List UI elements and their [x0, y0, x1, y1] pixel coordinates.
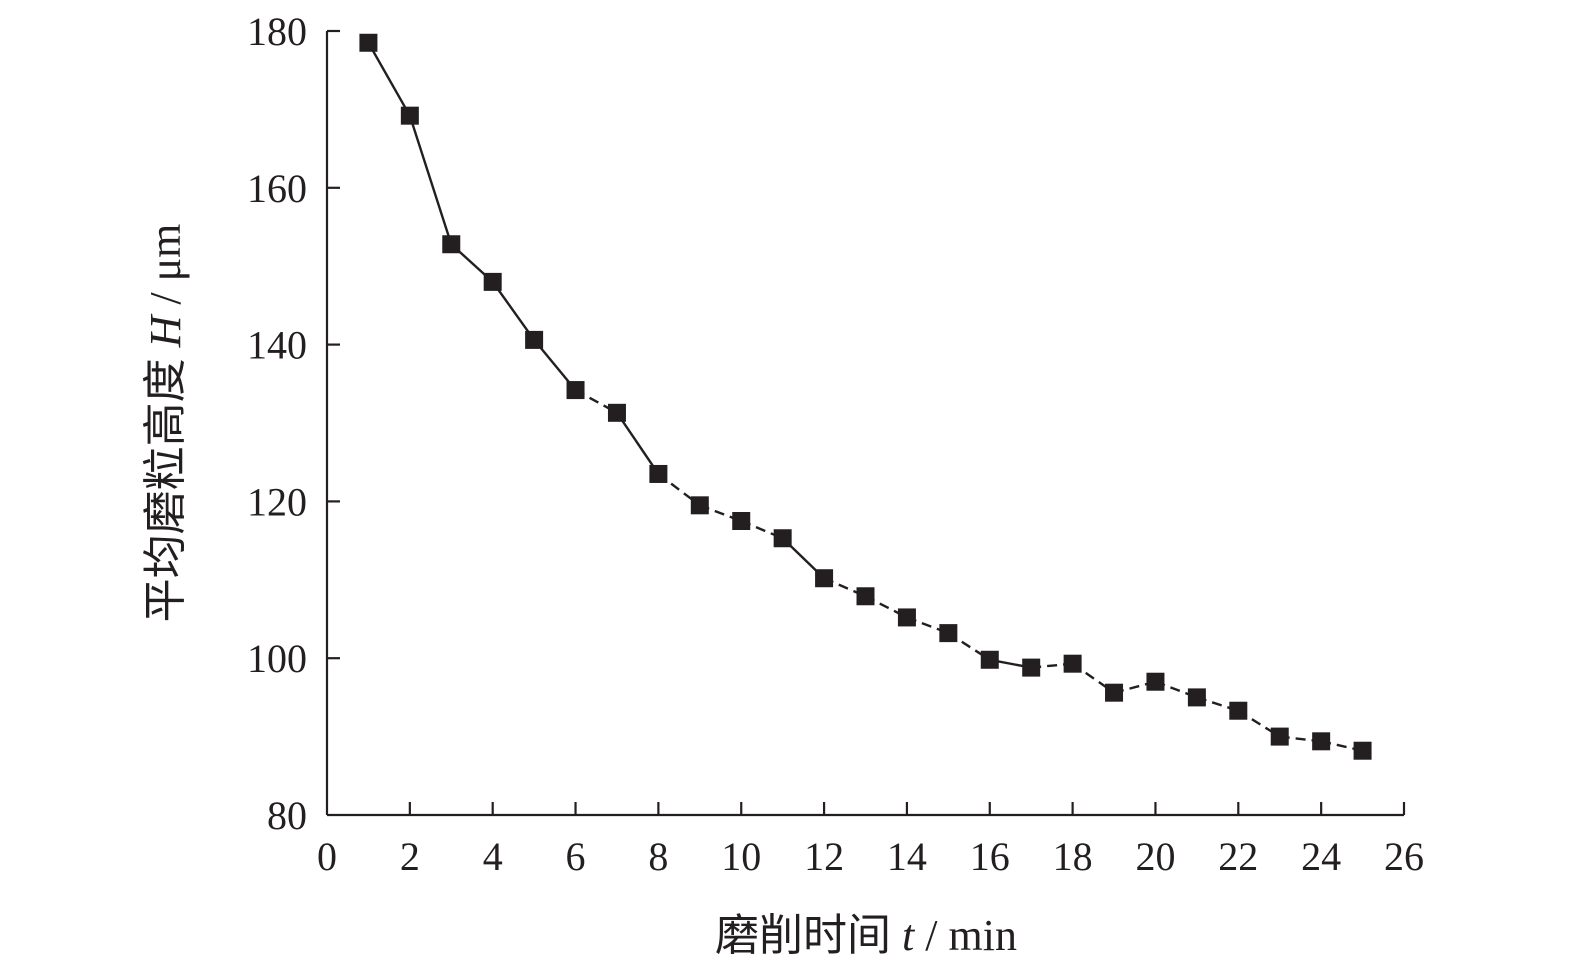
data-point-marker [690, 496, 709, 515]
data-point-marker [773, 529, 792, 548]
x-tick-label: 2 [400, 834, 420, 879]
data-point-marker [607, 403, 626, 422]
x-axis-label-unit: / min [914, 911, 1017, 960]
data-point-marker [856, 587, 875, 606]
y-axis-label-prefix: 平均磨粒高度 [141, 347, 190, 622]
x-tick-label: 18 [1053, 834, 1093, 879]
y-tick-label: 80 [267, 793, 307, 838]
data-point-marker [359, 33, 378, 52]
data-point-marker [897, 608, 916, 627]
y-axis-label: 平均磨粒高度 H / μm [141, 224, 190, 623]
data-point-marker [1022, 658, 1041, 677]
x-tick-label: 24 [1301, 834, 1341, 879]
data-point-marker [1312, 732, 1331, 751]
series-line-segment [491, 281, 536, 341]
data-point-marker [1063, 654, 1082, 673]
x-tick-label: 14 [887, 834, 927, 879]
data-point-marker [483, 272, 502, 291]
data-point-marker [1270, 727, 1289, 746]
y-tick-label: 160 [247, 166, 307, 211]
x-tick-label: 8 [648, 834, 668, 879]
data-point-marker [815, 569, 834, 588]
x-tick-label: 26 [1384, 834, 1424, 879]
x-tick-label: 16 [970, 834, 1010, 879]
x-axis-label-prefix: 磨削时间 [715, 911, 902, 960]
axes [325, 31, 1404, 817]
series-line-segment [615, 412, 660, 475]
data-point-marker [525, 330, 544, 349]
series [367, 42, 1363, 752]
x-tick-label: 0 [317, 834, 337, 879]
x-tick-label: 22 [1218, 834, 1258, 879]
data-point-marker [732, 512, 751, 530]
x-tick-label: 12 [804, 834, 844, 879]
x-tick-label: 10 [721, 834, 761, 879]
data-point-marker [1353, 741, 1372, 760]
data-point-marker [980, 650, 999, 669]
x-tick-label: 4 [483, 834, 503, 879]
series-line-segment [367, 42, 411, 117]
y-tick-label: 120 [247, 479, 307, 524]
y-axis-label-unit: / μm [141, 224, 190, 316]
x-tick-label: 6 [566, 834, 586, 879]
data-point-marker [1105, 683, 1124, 702]
y-tick-label: 100 [247, 636, 307, 681]
x-tick-label: 20 [1135, 834, 1175, 879]
data-point-marker [1146, 672, 1165, 691]
data-point-marker [939, 624, 958, 643]
y-tick-label: 180 [247, 9, 307, 54]
x-axis-label: 磨削时间 t / min [715, 911, 1017, 960]
data-point-marker [400, 106, 419, 125]
y-axis-label-variable: H [141, 313, 190, 348]
y-tick-label: 140 [247, 323, 307, 368]
y-axis-ticks: 80 100 120 140 160 180 [247, 9, 340, 838]
data-point-marker [649, 464, 668, 483]
x-axis-label-variable: t [902, 911, 916, 960]
markers [359, 33, 1372, 760]
data-point-marker [442, 235, 461, 254]
data-point-marker [566, 381, 585, 400]
series-line-segment [408, 115, 453, 245]
data-point-marker [1187, 688, 1206, 707]
data-point-marker [1229, 701, 1248, 720]
x-axis-ticks: 0 2 4 6 8 10 12 14 16 18 20 22 24 26 [317, 802, 1424, 879]
